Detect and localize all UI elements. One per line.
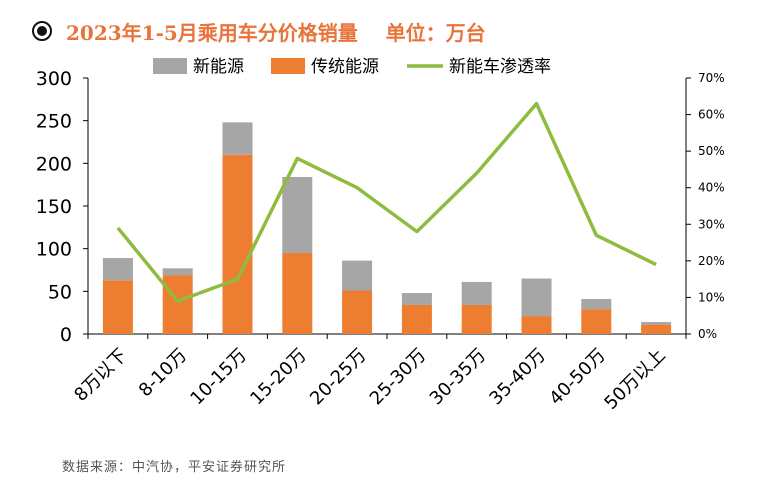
x-tick-label: 20-25万 bbox=[306, 345, 371, 410]
bar-nev bbox=[342, 260, 373, 291]
right-tick-label: 30% bbox=[698, 217, 725, 231]
bar-nev bbox=[282, 176, 313, 253]
legend-swatch-ice bbox=[271, 58, 305, 74]
left-tick-label: 200 bbox=[36, 153, 72, 175]
left-tick-label: 250 bbox=[36, 111, 72, 133]
x-tick-label: 25-30万 bbox=[366, 345, 431, 410]
left-tick-label: 0 bbox=[60, 324, 72, 346]
bar-nev bbox=[641, 322, 672, 325]
bar-ice bbox=[282, 252, 313, 334]
bar-nev bbox=[102, 258, 133, 281]
chart-title: 2023年1-5月乘用车分价格销量 单位：万台 bbox=[66, 20, 486, 45]
bar-ice bbox=[641, 324, 672, 334]
right-tick-label: 10% bbox=[698, 290, 725, 304]
x-tick-label: 30-35万 bbox=[426, 345, 491, 410]
x-tick-label: 35-40万 bbox=[485, 345, 550, 410]
bar-nev bbox=[521, 278, 552, 317]
chart: 0 50 100 150 200 250 300 0% 10% 20% 30% 40% 50% 60% 70… bbox=[36, 57, 725, 414]
right-tick-label: 20% bbox=[698, 254, 725, 268]
x-tick-label: 50万以上 bbox=[600, 345, 669, 414]
bar-nev bbox=[401, 293, 432, 305]
left-tick-label: 300 bbox=[36, 68, 72, 90]
bar-nev bbox=[461, 281, 492, 305]
right-tick-label: 70% bbox=[698, 71, 725, 85]
right-tick-label: 40% bbox=[698, 181, 725, 195]
left-tick-label: 100 bbox=[36, 239, 72, 261]
right-tick-label: 0% bbox=[698, 327, 717, 341]
target-circle-icon bbox=[32, 21, 52, 41]
bar-ice bbox=[461, 304, 492, 334]
bar-ice bbox=[342, 290, 373, 334]
bar-ice bbox=[102, 280, 133, 334]
bar-ice bbox=[162, 275, 193, 334]
x-tick-label: 8万以下 bbox=[70, 345, 131, 406]
penetration-line bbox=[116, 101, 657, 303]
legend-label-ice: 传统能源 bbox=[311, 57, 379, 77]
bar-nev bbox=[581, 299, 612, 310]
legend-label-line: 新能车渗透率 bbox=[449, 57, 551, 77]
chart-title-row: 2023年1-5月乘用车分价格销量 单位：万台 bbox=[32, 14, 486, 48]
bar-ice bbox=[521, 316, 552, 334]
legend-label-nev: 新能源 bbox=[193, 57, 244, 77]
source-note: 数据来源：中汽协，平安证券研究所 bbox=[62, 460, 287, 475]
x-tick-label: 8-10万 bbox=[135, 345, 191, 401]
bar-ice bbox=[222, 154, 253, 334]
left-tick-label: 50 bbox=[48, 281, 72, 303]
target-dot bbox=[37, 26, 47, 36]
x-tick-label: 15-20万 bbox=[246, 345, 311, 410]
bar-ice bbox=[401, 304, 432, 334]
bar-nev bbox=[222, 122, 253, 155]
x-tick-label: 10-15万 bbox=[186, 345, 251, 410]
legend-swatch-nev bbox=[153, 58, 187, 74]
bar-nev bbox=[162, 268, 193, 276]
bar-ice bbox=[581, 309, 612, 334]
right-tick-label: 60% bbox=[698, 108, 725, 122]
right-tick-label: 50% bbox=[698, 144, 725, 158]
left-tick-label: 150 bbox=[36, 196, 72, 218]
